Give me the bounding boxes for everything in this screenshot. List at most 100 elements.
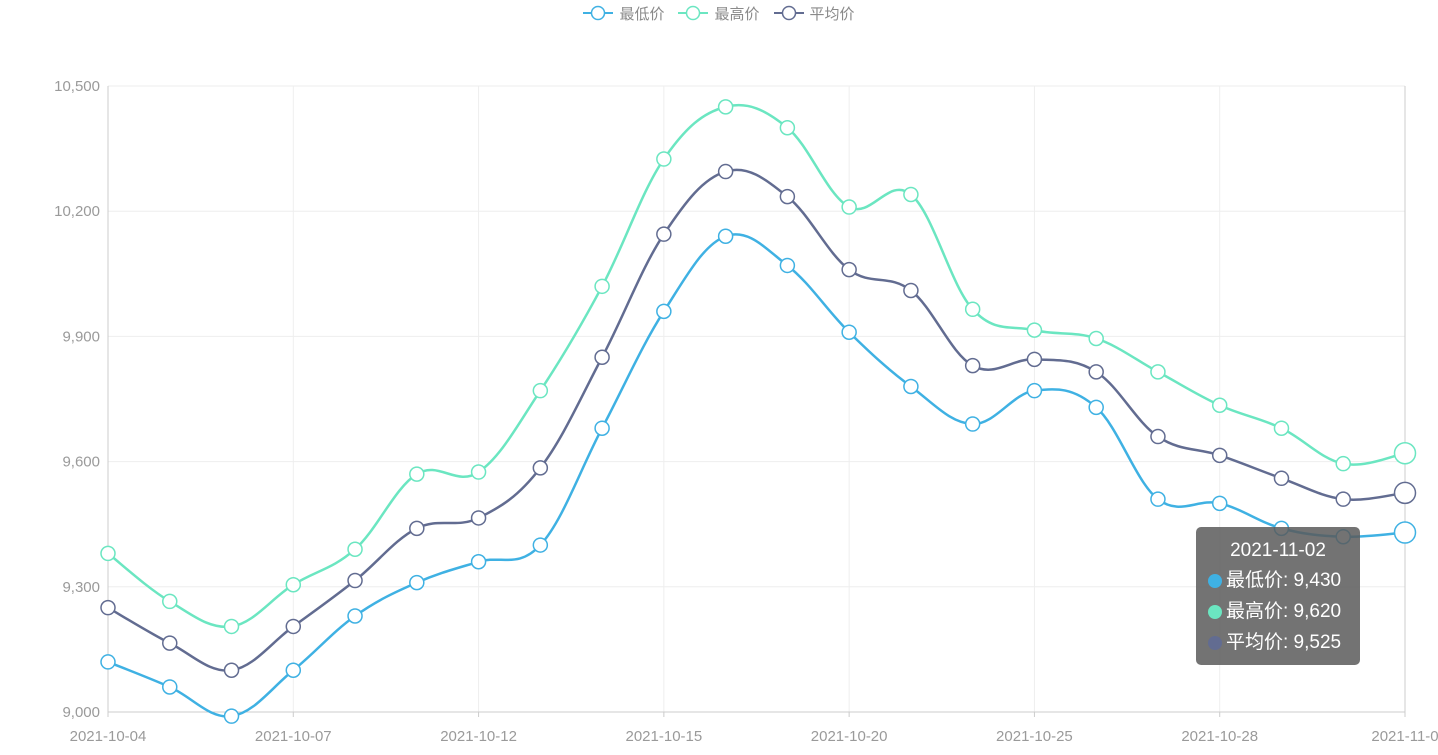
data-point-max (841, 199, 857, 215)
data-point-avg (285, 618, 302, 635)
y-tick-label: 9,300 (62, 579, 100, 596)
x-tick-label: 2021-10-04 (70, 728, 147, 745)
legend-line-icon (583, 5, 614, 21)
data-point-max (1026, 322, 1043, 338)
legend-label-min: 最低价 (619, 5, 665, 23)
data-point-max (779, 119, 796, 136)
data-point-min (1211, 495, 1228, 512)
data-point-avg (470, 510, 487, 526)
data-point-max (162, 593, 178, 610)
data-point-max (1211, 397, 1228, 414)
x-tick-label: 2021-10-20 (811, 728, 888, 745)
data-point-avg (1393, 481, 1417, 505)
data-point-max (1273, 420, 1290, 436)
legend: 最低价 最高价 平均价 (0, 0, 1438, 26)
x-tick-label: 2021-10-28 (1181, 728, 1258, 745)
legend-label-avg: 平均价 (809, 5, 855, 23)
data-point-max (1335, 455, 1351, 472)
tooltip-text-min: 最低价: 9,430 (1226, 570, 1342, 591)
data-point-min (1026, 382, 1043, 399)
tooltip-title: 2021-11-02 (1230, 540, 1326, 561)
data-point-max (532, 382, 549, 399)
data-point-avg (903, 282, 919, 299)
data-point-avg (532, 460, 549, 476)
data-point-max (1088, 330, 1104, 347)
legend-line-icon (678, 5, 709, 21)
data-point-min (717, 228, 734, 244)
tooltip: 2021-11-02 最低价: 9,430 最高价: 9,620 平均价: 9,… (1196, 527, 1360, 665)
data-point-min (532, 537, 549, 553)
data-point-min (964, 416, 981, 432)
data-point-min (841, 324, 857, 340)
y-tick-label: 9,600 (62, 454, 100, 471)
legend-item-min[interactable]: 最低价 (583, 3, 664, 24)
data-point-avg (162, 635, 178, 651)
x-tick-label: 2021-10-12 (440, 728, 517, 745)
data-point-avg (594, 349, 610, 366)
data-point-avg (409, 520, 425, 537)
data-point-min (1393, 521, 1417, 544)
data-point-max (1393, 442, 1417, 465)
y-tick-label: 9,900 (62, 328, 100, 345)
data-point-max (594, 278, 610, 295)
tooltip-row-min: 最低价: 9,430 (1208, 565, 1348, 596)
data-point-avg (1150, 428, 1166, 445)
series-line-avg (107, 168, 1406, 672)
x-tick-label: 2021-11-0 (1371, 728, 1438, 745)
legend-line-icon (773, 5, 804, 21)
tooltip-text-avg: 平均价: 9,525 (1226, 632, 1342, 653)
data-point-max (347, 541, 363, 557)
axis-layer: 9,000 9,300 9,600 9,900 10,200 10,500 2021-10-… (54, 78, 1438, 745)
data-point-avg (656, 226, 672, 242)
data-point-avg (964, 357, 981, 374)
tooltip-dot-icon (1208, 635, 1222, 650)
x-tick-label: 2021-10-07 (255, 728, 332, 745)
legend-item-avg[interactable]: 平均价 (773, 3, 855, 24)
tooltip-dot-icon (1208, 604, 1222, 619)
data-point-min (409, 574, 425, 591)
x-tick-label: 2021-10-15 (625, 728, 702, 745)
data-point-max (409, 466, 425, 482)
data-point-avg (1026, 351, 1043, 368)
data-point-min (162, 679, 178, 695)
data-point-max (1150, 364, 1166, 380)
data-point-avg (841, 261, 857, 278)
data-point-avg (1335, 491, 1351, 507)
data-point-max (656, 151, 672, 167)
legend-label-max: 最高价 (714, 5, 760, 23)
tooltip-text-max: 最高价: 9,620 (1226, 601, 1342, 622)
data-point-max (903, 186, 919, 203)
data-point-max (470, 464, 487, 480)
y-tick-label: 9,000 (62, 704, 100, 721)
legend-item-max[interactable]: 最高价 (678, 3, 760, 24)
series-layer (100, 99, 1417, 724)
data-point-min (285, 662, 302, 679)
data-point-min (1088, 399, 1104, 416)
y-tick-label: 10,500 (54, 78, 100, 95)
data-point-max (964, 301, 981, 318)
data-point-avg (1211, 447, 1228, 464)
data-point-min (779, 257, 796, 274)
tooltip-dot-icon (1208, 573, 1222, 588)
y-tick-label: 10,200 (54, 203, 100, 220)
data-point-max (223, 618, 240, 635)
data-point-avg (1088, 364, 1104, 380)
data-point-min (347, 608, 363, 624)
series-line-max (107, 103, 1406, 629)
data-point-min (1150, 491, 1166, 507)
data-point-max (100, 545, 116, 562)
data-point-avg (717, 163, 734, 180)
data-point-min (100, 654, 116, 670)
data-point-avg (223, 662, 240, 679)
data-point-avg (1273, 470, 1290, 487)
data-point-min (903, 378, 919, 395)
data-point-min (223, 708, 240, 724)
data-point-avg (779, 188, 796, 205)
data-point-avg (347, 572, 363, 589)
x-tick-label: 2021-10-25 (996, 728, 1073, 745)
data-point-min (594, 420, 610, 436)
data-point-min (656, 303, 672, 320)
data-point-max (285, 576, 302, 593)
data-point-avg (100, 599, 116, 616)
